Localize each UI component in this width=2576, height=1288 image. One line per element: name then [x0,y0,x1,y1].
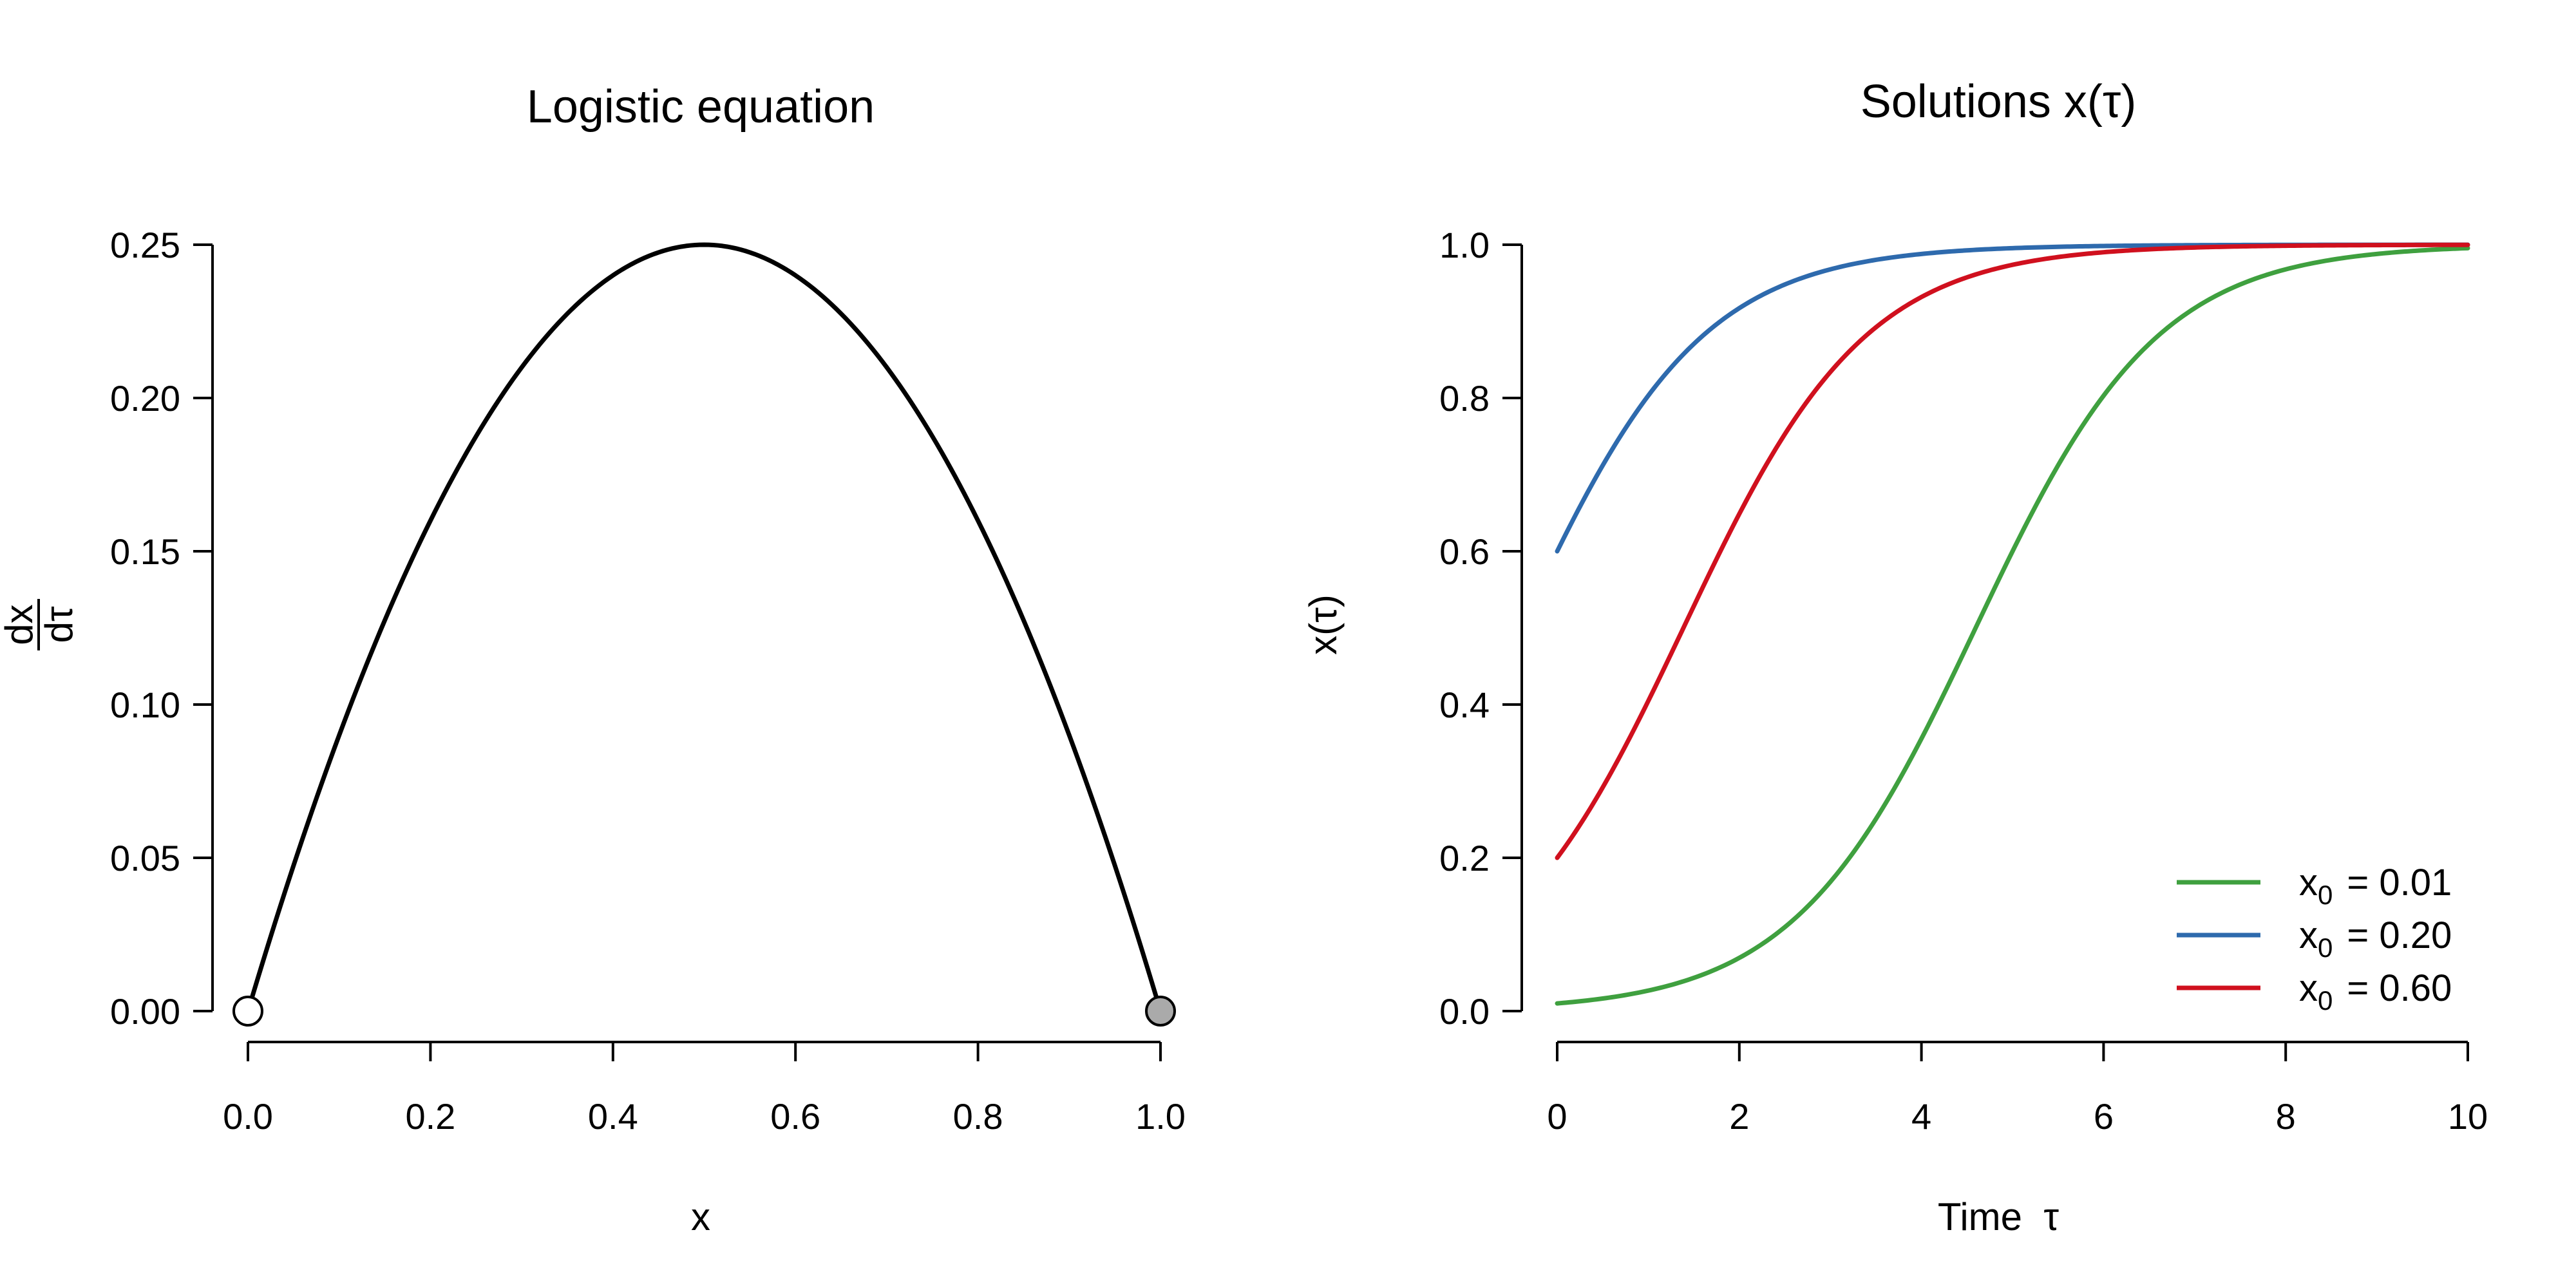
y-tick-label-logistic: 0.10 [110,685,180,725]
x-tick-label-logistic: 1.0 [1135,1096,1186,1137]
x-tick-label-logistic: 0.4 [588,1096,638,1137]
x-tick-label-solutions: 8 [2276,1096,2296,1137]
x-tick-label-solutions: 6 [2094,1096,2114,1137]
y-tick-label-solutions: 0.2 [1439,838,1490,878]
legend-entry-main: x [2299,967,2318,1009]
y-tick-label-logistic: 0.25 [110,225,180,265]
legend-entry-value: = 0.60 [2347,967,2452,1009]
series-line-dxdt [245,242,1163,1014]
x-axis-label-logistic: x [691,1195,710,1238]
x-tick-label-logistic: 0.0 [223,1096,273,1137]
panel-solutions: Solutions x(τ) 0 2 4 6 8 10 0.0 0.2 0.4 0.6 0.8 1.0… [1302,76,2488,1238]
equilibrium-point-stable [1145,996,1176,1027]
axes-solutions: 0 2 4 6 8 10 0.0 0.2 0.4 0.6 0.8 1.0 [1439,225,2488,1137]
x-tick-label-solutions: 4 [1911,1096,1931,1137]
x-tick-label-logistic: 0.2 [405,1096,455,1137]
panel-logistic-equation: Logistic equation 0.0 0.2 0.4 0.6 0.8 1.0 0.00… [0,81,1186,1238]
legend-entry-value: = 0.01 [2347,862,2452,904]
legend-entry-value: = 0.20 [2347,914,2452,956]
axes-logistic: 0.0 0.2 0.4 0.6 0.8 1.0 0.00 0.05 0.10 0.15 0.20 0.… [110,225,1186,1137]
y-tick-label-logistic: 0.05 [110,838,180,878]
y-tick-label-solutions: 1.0 [1439,225,1490,265]
series-line-0 [1555,245,2470,1006]
legend-entry-subscript: 0 [2318,880,2333,910]
series-line-1 [1555,242,2470,554]
y-tick-label-solutions: 0.6 [1439,531,1490,572]
x-tick-label-logistic: 0.8 [953,1096,1003,1137]
legend-entry-2: x0 = 0.60 [2299,967,2452,1016]
series-line-2 [1555,242,2470,860]
y-axis-label-numerator: dx [0,604,41,645]
x-tick-label-solutions: 10 [2448,1096,2488,1137]
legend-entry-main: x [2299,862,2318,904]
x-axis-label-solutions: Time τ [1938,1195,2059,1238]
y-tick-label-solutions: 0.4 [1439,685,1490,725]
x-tick-label-logistic: 0.6 [770,1096,820,1137]
y-tick-label-logistic: 0.15 [110,531,180,572]
legend-entry-subscript: 0 [2318,933,2333,963]
y-tick-label-solutions: 0.8 [1439,378,1490,419]
equilibrium-point-unstable [232,996,263,1027]
plot-area-solutions [1555,242,2470,1006]
legend-entry-subscript: 0 [2318,985,2333,1016]
y-axis-label-denominator: dτ [37,606,80,643]
y-axis-label-logistic: dx dτ [0,599,80,650]
y-tick-label-logistic: 0.20 [110,378,180,419]
y-tick-label-solutions: 0.0 [1439,991,1490,1032]
x-tick-label-solutions: 2 [1729,1096,1749,1137]
panel-title-logistic: Logistic equation [527,81,875,133]
plot-area-logistic [232,242,1176,1027]
y-axis-label-solutions: x(τ) [1302,594,1345,655]
panel-title-solutions: Solutions x(τ) [1861,76,2137,128]
x-tick-label-solutions: 0 [1547,1096,1567,1137]
y-tick-label-logistic: 0.00 [110,991,180,1032]
legend-entry-main: x [2299,914,2318,956]
legend-entry-0: x0 = 0.01 [2299,862,2452,910]
legend-entry-1: x0 = 0.20 [2299,914,2452,963]
